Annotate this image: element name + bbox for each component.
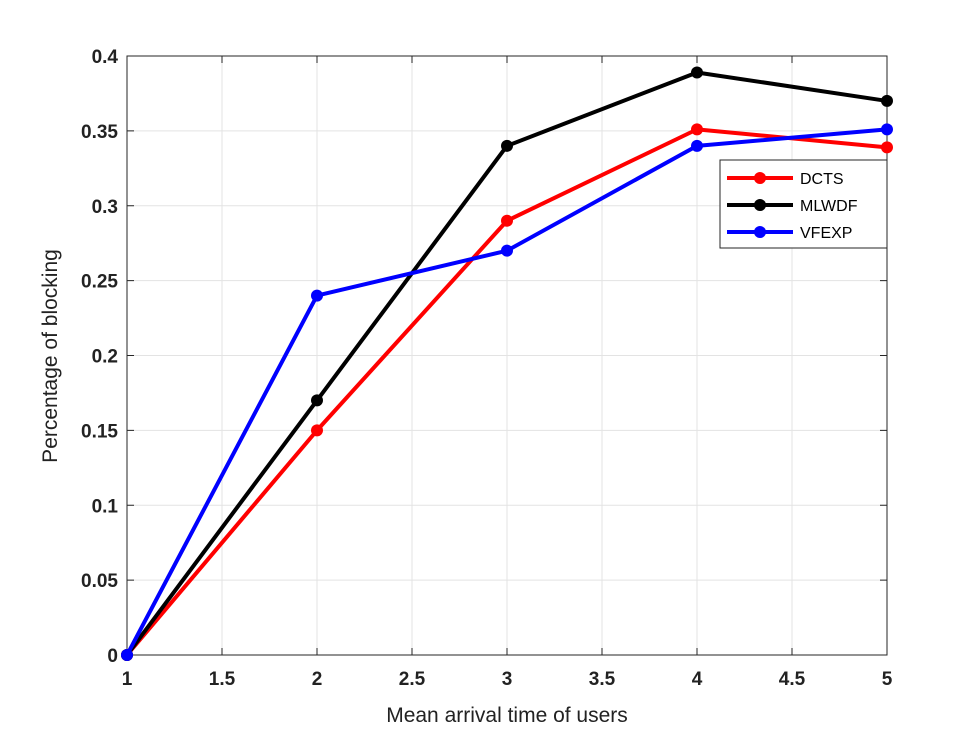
legend-item-vfexp: VFEXP [727, 225, 852, 242]
data-point-mlwdf [691, 66, 703, 79]
x-tick-label: 2.5 [399, 669, 426, 690]
y-tick-label: 0.35 [81, 122, 118, 143]
y-tick-label: 0.15 [81, 421, 118, 442]
data-point-dcts [691, 123, 703, 136]
y-tick-label: 0.2 [92, 347, 118, 368]
x-tick-label: 1 [122, 669, 133, 690]
data-point-mlwdf [311, 394, 323, 407]
y-tick-label: 0.3 [92, 197, 118, 218]
legend-label-mlwdf: MLWDF [800, 198, 858, 215]
x-tick-label: 5 [882, 669, 893, 690]
y-tick-label: 0.4 [92, 47, 119, 68]
data-point-dcts [501, 214, 513, 227]
legend-label-dcts: DCTS [800, 171, 844, 188]
x-tick-label: 3 [502, 669, 513, 690]
y-axis-label: Percentage of blocking [39, 249, 62, 463]
series-vfexp [121, 123, 893, 661]
data-point-vfexp [121, 649, 133, 661]
legend-item-dcts: DCTS [727, 171, 844, 188]
data-point-dcts [881, 141, 893, 154]
x-tick-label: 4 [692, 669, 703, 690]
data-point-vfexp [881, 123, 893, 136]
legend-marker-vfexp [754, 226, 766, 238]
y-tick-label: 0.05 [81, 571, 118, 592]
data-point-vfexp [501, 244, 513, 257]
x-tick-label: 4.5 [779, 669, 806, 690]
x-axis-label: Mean arrival time of users [386, 704, 628, 727]
series-group [121, 66, 893, 661]
data-point-vfexp [311, 289, 323, 302]
y-tick-label: 0.1 [92, 496, 119, 517]
legend-item-mlwdf: MLWDF [727, 198, 858, 215]
x-tick-label: 1.5 [209, 669, 236, 690]
data-point-vfexp [691, 139, 703, 152]
data-point-mlwdf [501, 139, 513, 152]
data-point-mlwdf [881, 94, 893, 107]
y-tick-label: 0 [107, 646, 118, 667]
x-tick-label: 3.5 [589, 669, 616, 690]
legend-label-vfexp: VFEXP [800, 225, 852, 242]
data-point-dcts [311, 424, 323, 437]
y-tick-label: 0.25 [81, 272, 118, 293]
x-tick-label: 2 [312, 669, 323, 690]
axis-ticks: 1 1.5 2 2.5 3 3.5 4 4.5 5 0 0.05 0.1 0.15 0.2 0.25 0.3 0… [81, 47, 893, 690]
legend-marker-mlwdf [754, 199, 766, 211]
legend-marker-dcts [754, 172, 766, 184]
legend: DCTS MLWDF VFEXP [719, 159, 888, 249]
